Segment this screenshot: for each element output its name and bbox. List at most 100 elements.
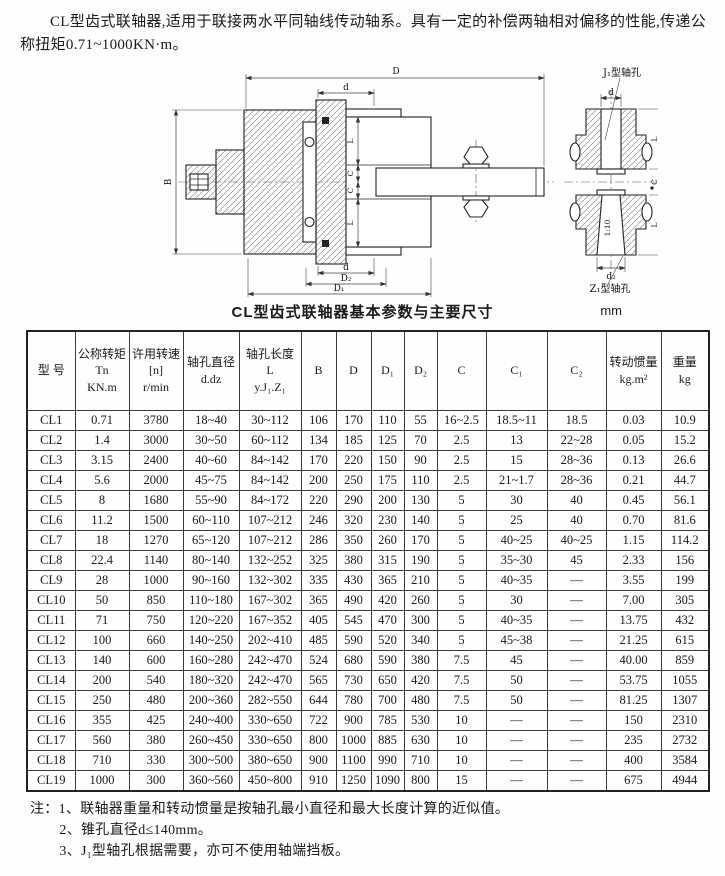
value-cell: 40~25: [546, 529, 607, 551]
value-cell: 5.6: [74, 469, 130, 491]
value-cell: 432: [660, 609, 710, 631]
value-cell: 360~560: [182, 769, 240, 791]
value-cell: 530: [403, 709, 438, 731]
value-cell: 130: [403, 489, 438, 511]
value-cell: —: [546, 609, 607, 631]
value-cell: 5: [436, 509, 487, 531]
dim-label-L-right: L: [650, 222, 658, 227]
value-cell: 30~112: [238, 409, 302, 431]
value-cell: 630: [403, 729, 438, 751]
value-cell: —: [546, 569, 607, 591]
model-cell: CL2: [26, 429, 76, 451]
value-cell: 60~112: [238, 429, 302, 451]
value-cell: 45: [546, 549, 607, 571]
value-cell: 470: [370, 609, 405, 631]
value-cell: 44.7: [660, 469, 710, 491]
value-cell: 110: [370, 409, 405, 431]
main-section-view: D d B L C C L d D₂ D₁: [164, 67, 554, 297]
model-cell: CL13: [26, 649, 76, 671]
value-cell: 286: [300, 529, 337, 551]
value-cell: 28~36: [546, 449, 607, 471]
value-cell: 660: [128, 629, 184, 651]
table-row: CL7 18 1270 65~120 107~212 286 350 260 170 5 40~25…: [26, 529, 710, 551]
model-cell: CL17: [26, 729, 76, 751]
value-cell: 235: [605, 729, 662, 751]
dim-label-d2: d₂: [606, 272, 616, 282]
value-cell: 859: [660, 649, 710, 671]
value-cell: 200: [370, 489, 405, 511]
value-cell: 430: [335, 569, 372, 591]
value-cell: 167~352: [238, 609, 302, 631]
value-cell: 18~40: [182, 409, 240, 431]
value-cell: 55: [403, 409, 438, 431]
value-cell: 1140: [128, 549, 184, 571]
value-cell: 730: [335, 669, 372, 691]
value-cell: 132~302: [238, 569, 302, 591]
value-cell: 524: [300, 649, 337, 671]
column-header: C₁: [485, 330, 548, 411]
value-cell: 190: [403, 549, 438, 571]
value-cell: 300~500: [182, 749, 240, 771]
value-cell: 28: [74, 569, 130, 591]
value-cell: 10: [436, 749, 487, 771]
value-cell: —: [546, 729, 607, 751]
value-cell: 3780: [128, 409, 184, 431]
value-cell: 45~38: [485, 629, 548, 651]
value-cell: 21~1.7: [485, 469, 548, 491]
value-cell: 250: [335, 469, 372, 491]
value-cell: 45~75: [182, 469, 240, 491]
value-cell: —: [485, 729, 548, 751]
value-cell: 850: [128, 589, 184, 611]
value-cell: 700: [370, 689, 405, 711]
column-header: 重量 kg: [660, 330, 710, 411]
value-cell: 305: [660, 589, 710, 611]
value-cell: 560: [74, 729, 130, 751]
value-cell: 885: [370, 729, 405, 751]
model-cell: CL4: [26, 469, 76, 491]
value-cell: 200: [74, 669, 130, 691]
value-cell: 55~90: [182, 489, 240, 511]
value-cell: 18.5~11: [485, 409, 548, 431]
value-cell: 1680: [128, 489, 184, 511]
value-cell: 750: [128, 609, 184, 631]
value-cell: 405: [300, 609, 337, 631]
model-cell: CL12: [26, 629, 76, 651]
value-cell: 11.2: [74, 509, 130, 531]
value-cell: 167~302: [238, 589, 302, 611]
model-cell: CL18: [26, 749, 76, 771]
column-header: 公称转矩 Tn KN.m: [74, 330, 130, 411]
value-cell: 156: [660, 549, 710, 571]
footnotes: 注：1、联轴器重量和转动惯量是按轴孔最小直径和最大长度计算的近似值。 2、锥孔直…: [30, 799, 725, 863]
value-cell: 199: [660, 569, 710, 591]
column-header: D: [335, 330, 372, 411]
value-cell: 365: [370, 569, 405, 591]
value-cell: 675: [605, 769, 662, 791]
value-cell: 480: [128, 689, 184, 711]
value-cell: 1000: [128, 569, 184, 591]
value-cell: 7.5: [436, 689, 487, 711]
value-cell: 40~60: [182, 449, 240, 471]
column-header: C: [436, 330, 487, 411]
value-cell: 800: [300, 729, 337, 751]
value-cell: 722: [300, 709, 337, 731]
value-cell: 2310: [660, 709, 710, 731]
value-cell: 420: [403, 669, 438, 691]
value-cell: 180~320: [182, 669, 240, 691]
value-cell: 330~650: [238, 729, 302, 751]
value-cell: 0.70: [605, 509, 662, 531]
value-cell: 25: [485, 509, 548, 531]
value-cell: 710: [74, 749, 130, 771]
value-cell: 1500: [128, 509, 184, 531]
value-cell: 615: [660, 629, 710, 651]
table-row: CL1 0.71 3780 18~40 30~112 106 170 110 55 16~2.5 1…: [26, 409, 710, 431]
dim-label-B: B: [164, 178, 174, 185]
table-row: CL10 50 850 110~180 167~302 365 490 420 260 5 30—7…: [26, 589, 710, 611]
value-cell: 202~410: [238, 629, 302, 651]
value-cell: 1270: [128, 529, 184, 551]
table-row: CL14 200 540 180~320 242~470 565 730 650 420 7.5 5…: [26, 669, 710, 691]
value-cell: 132~252: [238, 549, 302, 571]
value-cell: 290: [335, 489, 372, 511]
value-cell: 590: [335, 629, 372, 651]
model-cell: CL10: [26, 589, 76, 611]
value-cell: 380: [335, 549, 372, 571]
